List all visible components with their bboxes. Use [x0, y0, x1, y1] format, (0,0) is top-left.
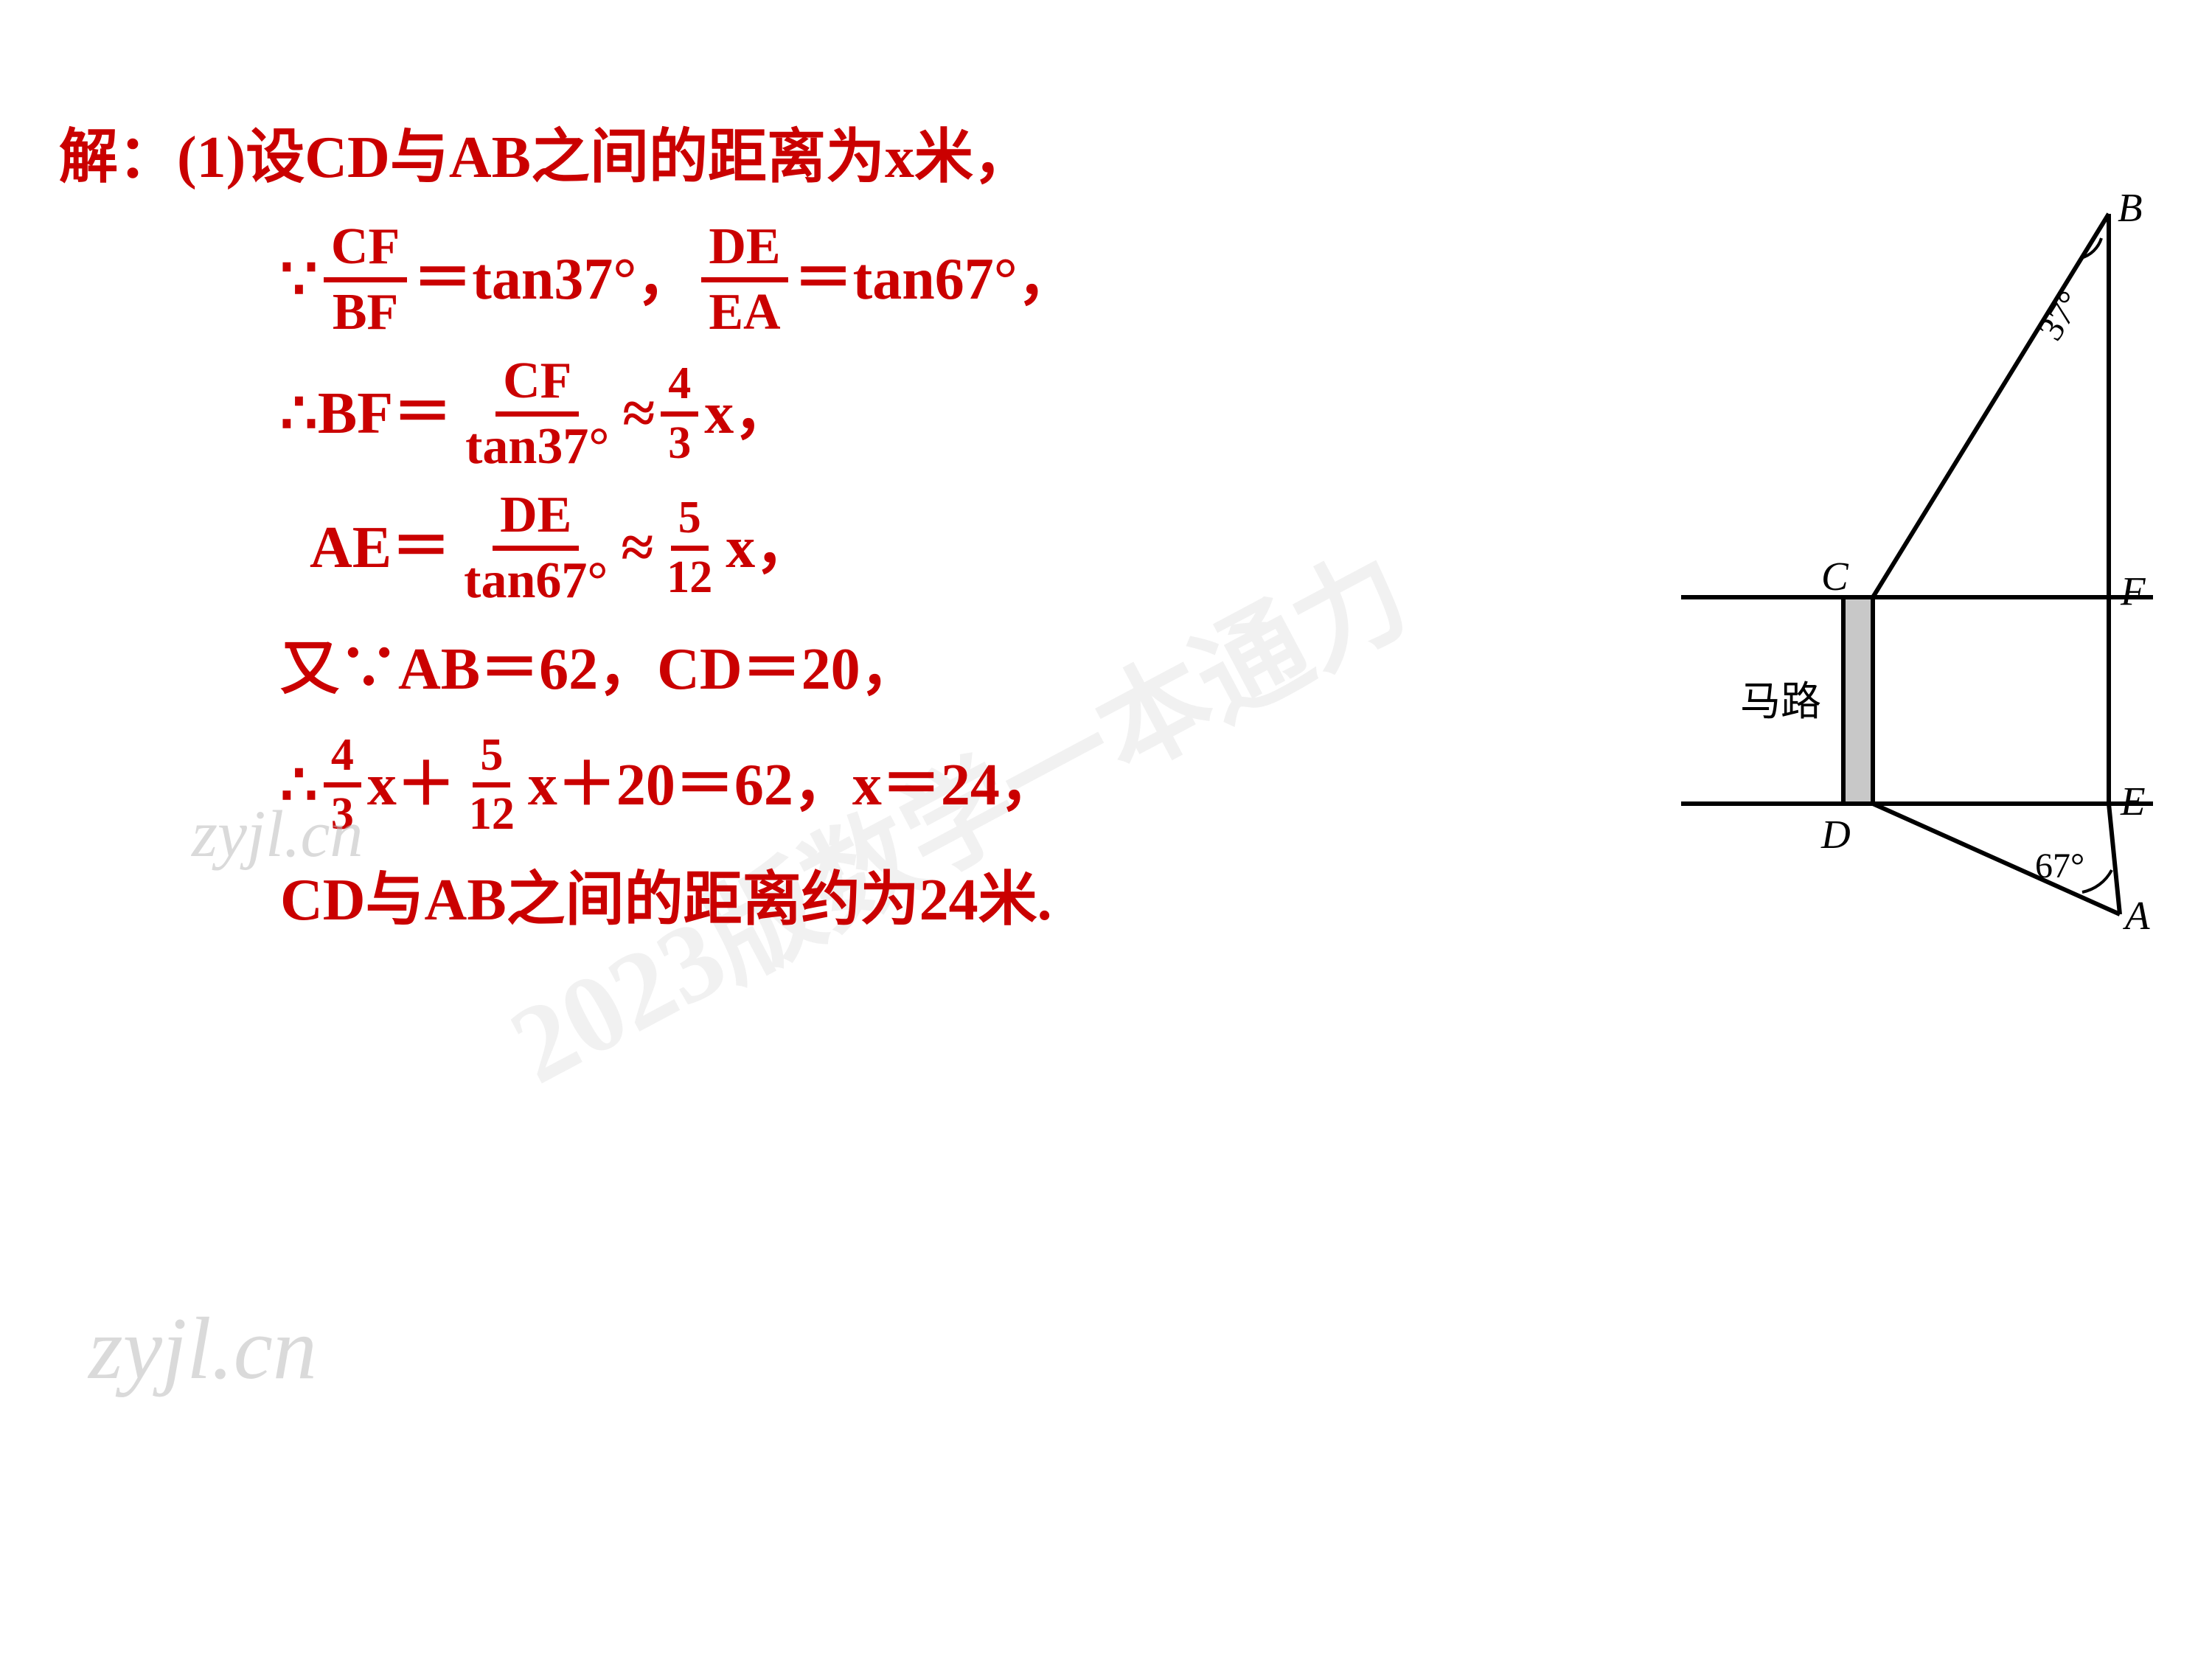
watermark-small-2: zyjl.cn — [88, 1298, 317, 1399]
frac-den: EA — [701, 282, 787, 340]
point-B-label: B — [2118, 185, 2143, 230]
approx-symbol: ≈ — [622, 366, 655, 461]
frac-num: CF — [495, 354, 579, 417]
fraction-4-3: 4 3 — [661, 360, 698, 467]
frac-den: BF — [325, 282, 406, 340]
fraction-de-ea: DE EA — [701, 220, 787, 339]
fraction-4-3: 4 3 — [324, 731, 361, 838]
because-symbol: ∵ — [280, 232, 318, 327]
line4-end: x， — [726, 501, 814, 595]
geometry-diagram: B C F D E A 马路 37° 67° — [1666, 184, 2168, 1069]
line1-text: (1)设CD与AB之间的距离为x米， — [177, 111, 1032, 205]
line5-text: 又∵AB＝62，CD＝20， — [280, 622, 919, 717]
conclusion-text: CD与AB之间的距离约为24米. — [280, 853, 1052, 947]
frac-num: 4 — [661, 360, 698, 416]
road-label: 马路 — [1740, 679, 1821, 724]
angle-37-label: 37° — [2031, 285, 2090, 347]
line2-end: ＝tan67°， — [794, 232, 1077, 327]
frac-num: CF — [324, 220, 407, 282]
therefore-symbol: ∴ — [280, 738, 318, 832]
line4-a: AE＝ — [310, 501, 451, 595]
fraction-cf-bf: CF BF — [324, 220, 407, 339]
line6-mid1: x＋ — [367, 738, 456, 832]
frac-num: 4 — [324, 731, 361, 787]
angle-67-label: 67° — [2035, 846, 2084, 886]
fraction-5-12: 5 12 — [462, 731, 522, 838]
solution-line-1: 解： (1)设CD与AB之间的距离为x米， — [59, 111, 1755, 205]
line2-mid: ＝tan37°， — [413, 232, 695, 327]
fraction-de-tan67: DE tan67° — [456, 488, 615, 608]
frac-den: 3 — [324, 787, 361, 838]
frac-den: 3 — [661, 417, 698, 467]
line3-a: ∴BF＝ — [280, 366, 452, 461]
frac-num: DE — [493, 488, 579, 551]
point-C-label: C — [1821, 554, 1849, 599]
fraction-cf-tan37: CF tan37° — [458, 354, 616, 473]
line3-end: x， — [704, 366, 793, 461]
point-E-label: E — [2120, 779, 2146, 824]
frac-num: 5 — [473, 731, 510, 787]
approx-symbol: ≈ — [621, 501, 653, 595]
fraction-5-12: 5 12 — [659, 494, 720, 601]
point-F-label: F — [2120, 568, 2146, 613]
line6-end: x＋20＝62，x＝24， — [528, 738, 1059, 832]
solution-line-2: ∵ CF BF ＝tan37°， DE EA ＝tan67°， — [280, 220, 1755, 339]
solution-line-6: ∴ 4 3 x＋ 5 12 x＋20＝62，x＝24， — [280, 731, 1755, 838]
frac-num: 5 — [671, 494, 709, 550]
frac-den: 12 — [462, 787, 522, 838]
frac-den: tan37° — [458, 417, 616, 474]
solution-line-7: CD与AB之间的距离约为24米. — [280, 853, 1755, 947]
solution-block: 解： (1)设CD与AB之间的距离为x米， ∵ CF BF ＝tan37°， D… — [59, 111, 1755, 962]
solution-line-5: 又∵AB＝62，CD＝20， — [280, 622, 1755, 717]
frac-den: 12 — [659, 551, 720, 602]
label-solution: 解： — [59, 111, 177, 205]
point-D-label: D — [1820, 812, 1851, 857]
solution-line-4: AE＝ DE tan67° ≈ 5 12 x， — [310, 488, 1755, 608]
point-A-label: A — [2122, 893, 2150, 938]
solution-line-3: ∴BF＝ CF tan37° ≈ 4 3 x， — [280, 354, 1755, 473]
frac-num: DE — [701, 220, 787, 282]
frac-den: tan67° — [456, 551, 615, 608]
